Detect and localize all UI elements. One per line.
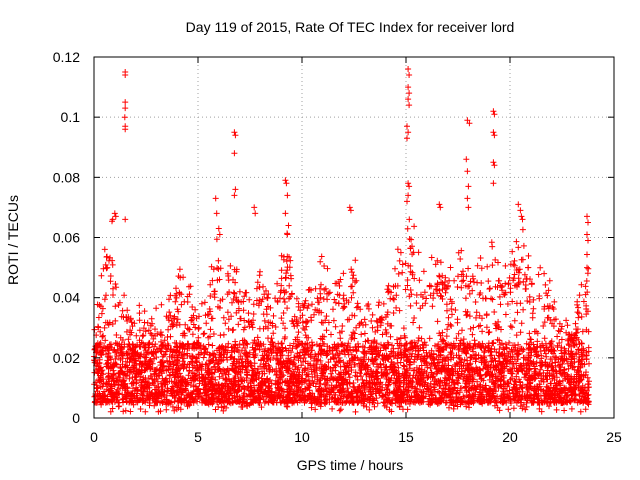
x-tick-label: 10 bbox=[294, 429, 310, 445]
x-tick-label: 5 bbox=[194, 429, 202, 445]
axis-ticks bbox=[93, 56, 615, 419]
roti-point-markers bbox=[91, 66, 592, 415]
y-tick-label: 0 bbox=[72, 410, 80, 426]
y-tick-label: 0.08 bbox=[53, 169, 80, 185]
y-tick-label: 0.12 bbox=[53, 49, 80, 65]
x-axis-label: GPS time / hours bbox=[297, 457, 404, 473]
y-tick-label: 0.1 bbox=[61, 109, 81, 125]
x-tick-label: 20 bbox=[502, 429, 518, 445]
chart-title: Day 119 of 2015, Rate Of TEC Index for r… bbox=[186, 19, 515, 35]
x-tick-label: 0 bbox=[90, 429, 98, 445]
y-tick-label: 0.06 bbox=[53, 230, 80, 246]
x-tick-label: 15 bbox=[398, 429, 414, 445]
data-points bbox=[91, 66, 592, 415]
y-tick-label: 0.02 bbox=[53, 350, 80, 366]
y-tick-label: 0.04 bbox=[53, 290, 80, 306]
axis-tick-labels: 0 5 10 15 20 25 0 0.02 0.04 0.06 0.08 0.1 0.12 bbox=[53, 49, 622, 445]
y-axis-label: ROTI / TECUs bbox=[5, 195, 21, 285]
x-tick-label: 25 bbox=[606, 429, 622, 445]
